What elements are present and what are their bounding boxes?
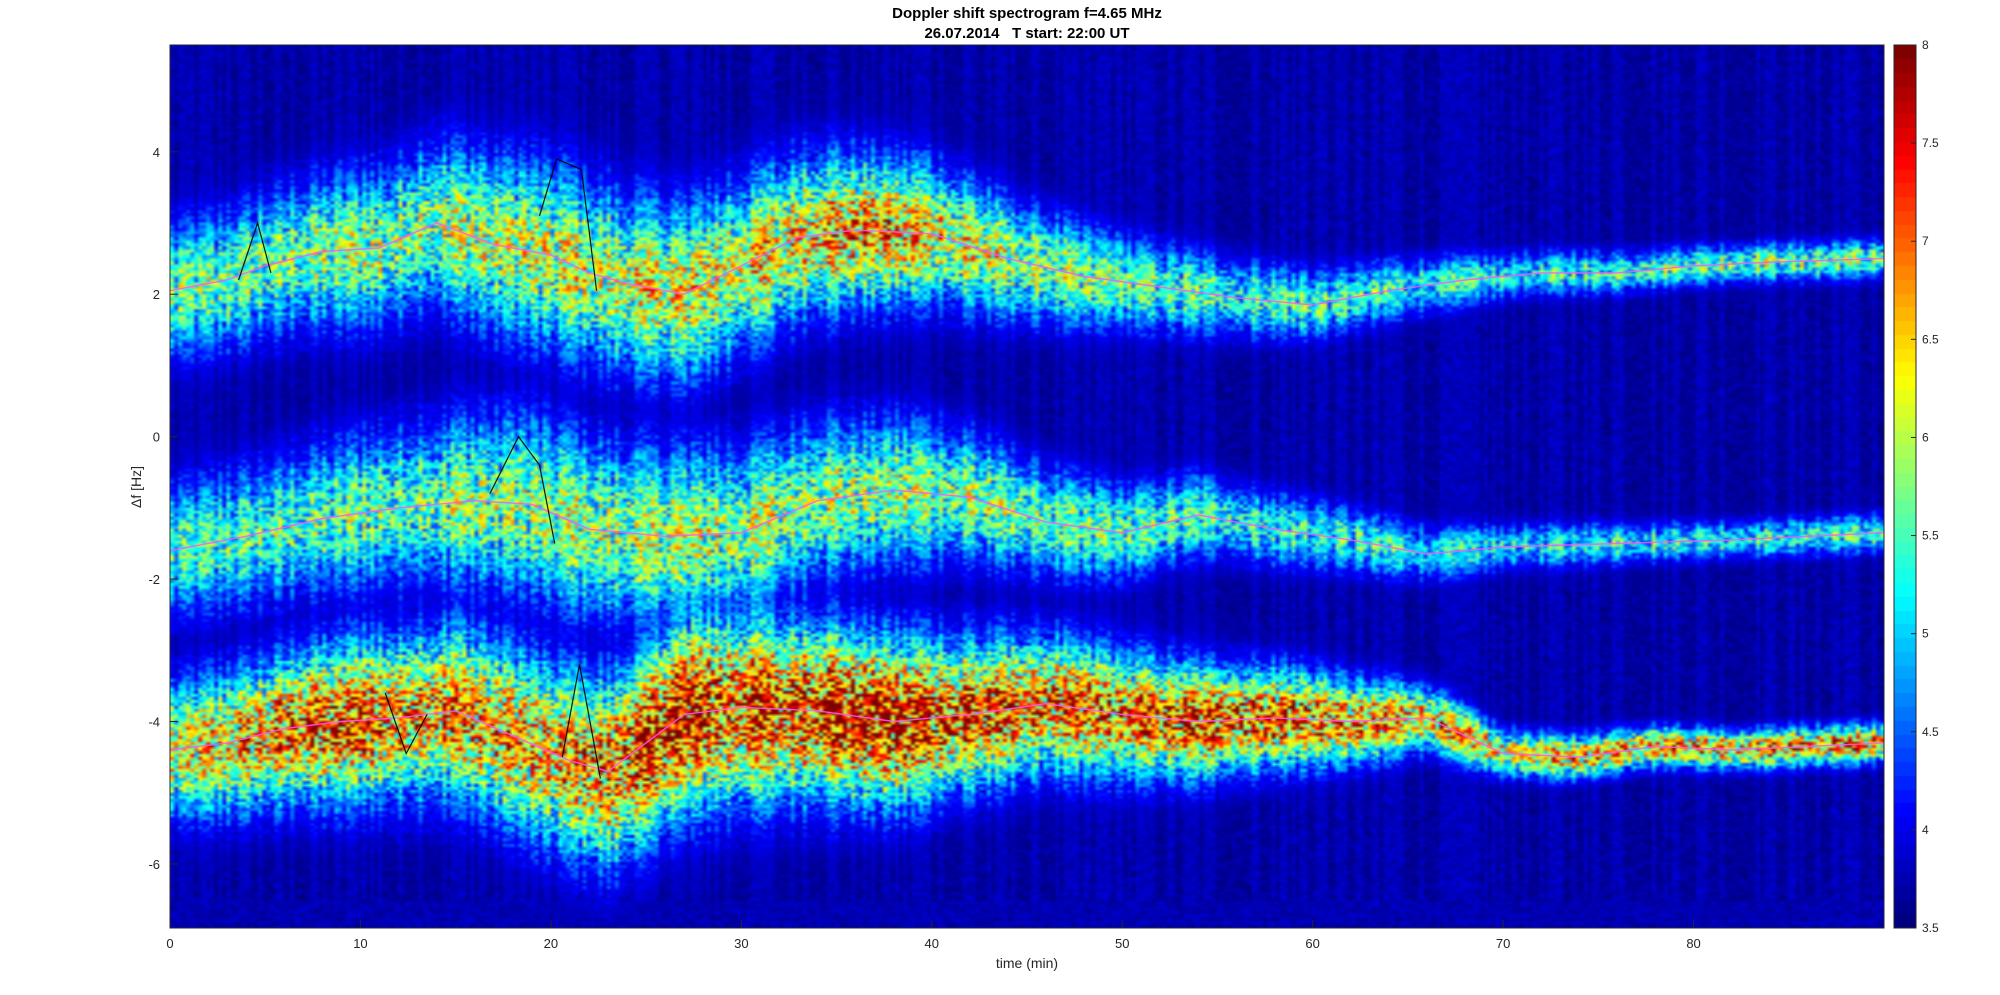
colorbar-tick-label: 6.5: [1922, 332, 1939, 346]
y-axis: -6 -4 -2 0 2 4: [148, 145, 178, 872]
colorbar-tick-label: 8: [1922, 38, 1929, 52]
doppler-traces: [169, 158, 1885, 779]
y-axis-label: Δf [Hz]: [128, 466, 144, 508]
x-tick-label: 30: [734, 936, 748, 951]
x-axis-label: time (min): [996, 955, 1058, 971]
y-tick-label: 0: [153, 430, 160, 445]
colorbar-tick-label: 3.5: [1922, 921, 1939, 935]
trace-5: [489, 435, 556, 544]
x-tick-label: 70: [1496, 936, 1510, 951]
colorbar-frame: [1893, 44, 1917, 929]
plot-frame: [169, 44, 1885, 929]
colorbar-tick-label: 5: [1922, 627, 1929, 641]
y-tick-label: -6: [148, 857, 160, 872]
chart-title: Doppler shift spectrogram f=4.65 MHz: [892, 5, 1162, 22]
trace-2: [169, 702, 1885, 773]
x-axis: 0 10 20 30 40 50 60 70 80: [166, 920, 1701, 951]
colorbar-tick-label: 5.5: [1922, 529, 1939, 543]
colorbar-tick-label: 4.5: [1922, 725, 1939, 739]
x-tick-label: 80: [1686, 936, 1700, 951]
y-tick-label: 4: [153, 145, 160, 160]
x-tick-label: 20: [544, 936, 558, 951]
trace-3: [238, 220, 272, 281]
heatmap-plot-area: [170, 45, 1884, 928]
y-tick-label: -4: [148, 714, 160, 729]
y-tick-label: -2: [148, 572, 160, 587]
colorbar-tick-label: 7: [1922, 234, 1929, 248]
x-tick-label: 0: [166, 936, 173, 951]
trace-6: [384, 692, 428, 755]
trace-1: [169, 489, 1885, 555]
x-tick-label: 60: [1305, 936, 1319, 951]
trace-7: [561, 664, 601, 779]
x-tick-label: 40: [925, 936, 939, 951]
y-tick-label: 2: [153, 287, 160, 302]
x-tick-label: 50: [1115, 936, 1129, 951]
colorbar-tick-label: 4: [1922, 823, 1929, 837]
colorbar-tick-label: 6: [1922, 430, 1929, 444]
trace-0: [169, 222, 1885, 306]
colorbar-ticks: 3.5 4 4.5 5 5.5 6 6.5 7 7.5 8: [1911, 38, 1939, 935]
trace-4: [538, 158, 598, 291]
x-tick-label: 10: [353, 936, 367, 951]
colorbar-tick-label: 7.5: [1922, 136, 1939, 150]
colorbar: [1894, 45, 1916, 928]
chart-subtitle: 26.07.2014 T start: 22:00 UT: [924, 25, 1129, 42]
